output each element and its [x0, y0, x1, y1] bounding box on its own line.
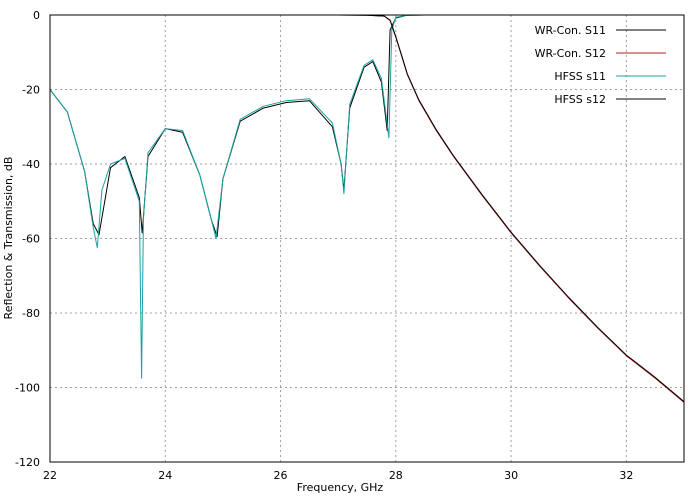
x-tick-label: 30 [504, 469, 518, 482]
series-line-3 [50, 15, 425, 379]
y-tick-label: 0 [33, 9, 40, 22]
grid-lines [50, 15, 684, 462]
plot-frame [49, 14, 685, 463]
tick-labels: 22 24 26 28 30 32 0 -20 -40 -60 -80 -100 -120 [15, 9, 633, 482]
legend-label: WR-Con. S11 [535, 24, 606, 37]
x-tick-label: 28 [389, 469, 403, 482]
y-tick-label: -80 [22, 307, 40, 320]
y-tick-label: -60 [22, 233, 40, 246]
x-axis-title: Frequency, GHz [297, 481, 384, 494]
legend-label: HFSS s11 [554, 70, 606, 83]
x-tick-label: 26 [274, 469, 288, 482]
legend: WR-Con. S11 WR-Con. S12 HFSS s11 HFSS s12 [535, 24, 666, 106]
legend-label: WR-Con. S12 [535, 47, 606, 60]
x-tick-label: 32 [619, 469, 633, 482]
x-tick-label: 24 [158, 469, 172, 482]
x-tick-label: 22 [43, 469, 57, 482]
y-tick-label: -40 [22, 158, 40, 171]
y-tick-label: -20 [22, 84, 40, 97]
y-tick-label: -100 [15, 382, 40, 395]
series-line-1 [50, 15, 425, 238]
legend-label: HFSS s12 [554, 93, 606, 106]
y-axis-title: Reflection & Transmission, dB [2, 157, 15, 320]
y-tick-label: -120 [15, 456, 40, 469]
